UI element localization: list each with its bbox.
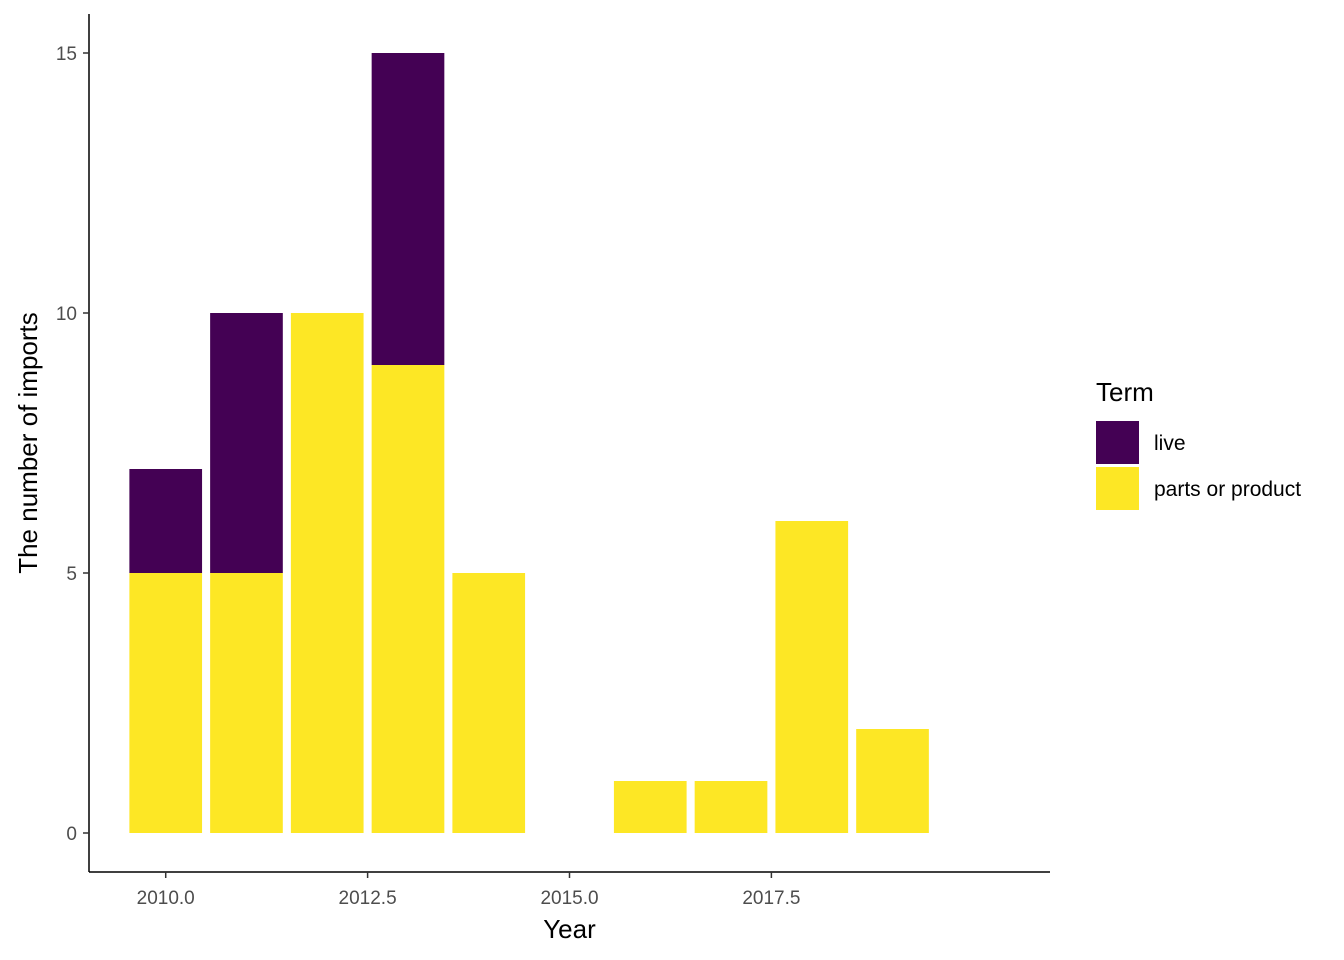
legend-key-parts-or-product xyxy=(1096,467,1139,510)
bar-parts-or-product-2013 xyxy=(371,365,445,833)
bar-parts-or-product-2011 xyxy=(210,573,283,833)
legend-label: parts or product xyxy=(1154,478,1301,501)
legend-label: live xyxy=(1154,432,1186,455)
x-axis-title: Year xyxy=(543,914,596,944)
bar-live-2011 xyxy=(210,313,283,573)
y-tick-label: 5 xyxy=(66,564,77,585)
bar-parts-or-product-2016 xyxy=(613,781,687,833)
bar-parts-or-product-2018 xyxy=(775,521,849,833)
x-tick-label: 2017.5 xyxy=(742,888,800,909)
bar-parts-or-product-2019 xyxy=(856,729,929,833)
y-axis-title: The number of imports xyxy=(13,312,43,574)
y-tick-label: 10 xyxy=(56,304,77,325)
bars-group xyxy=(129,53,929,833)
bar-parts-or-product-2010 xyxy=(129,573,203,833)
bar-parts-or-product-2014 xyxy=(452,573,526,833)
x-tick-label: 2010.0 xyxy=(137,888,195,909)
legend-title: Term xyxy=(1096,377,1154,407)
bar-parts-or-product-2012 xyxy=(290,313,364,833)
bar-parts-or-product-2017 xyxy=(694,781,768,833)
x-tick-label: 2015.0 xyxy=(540,888,598,909)
bar-live-2010 xyxy=(129,469,203,573)
y-axis-ticks: 0 5 10 15 xyxy=(56,44,89,845)
x-tick-label: 2012.5 xyxy=(339,888,397,909)
bar-live-2013 xyxy=(371,53,445,365)
legend-key-live xyxy=(1096,421,1139,464)
x-axis-ticks: 2010.0 2012.5 2015.0 2017.5 xyxy=(137,872,800,909)
legend: Term live parts or product xyxy=(1096,377,1301,510)
y-tick-label: 15 xyxy=(56,44,77,65)
y-tick-label: 0 xyxy=(66,824,77,845)
